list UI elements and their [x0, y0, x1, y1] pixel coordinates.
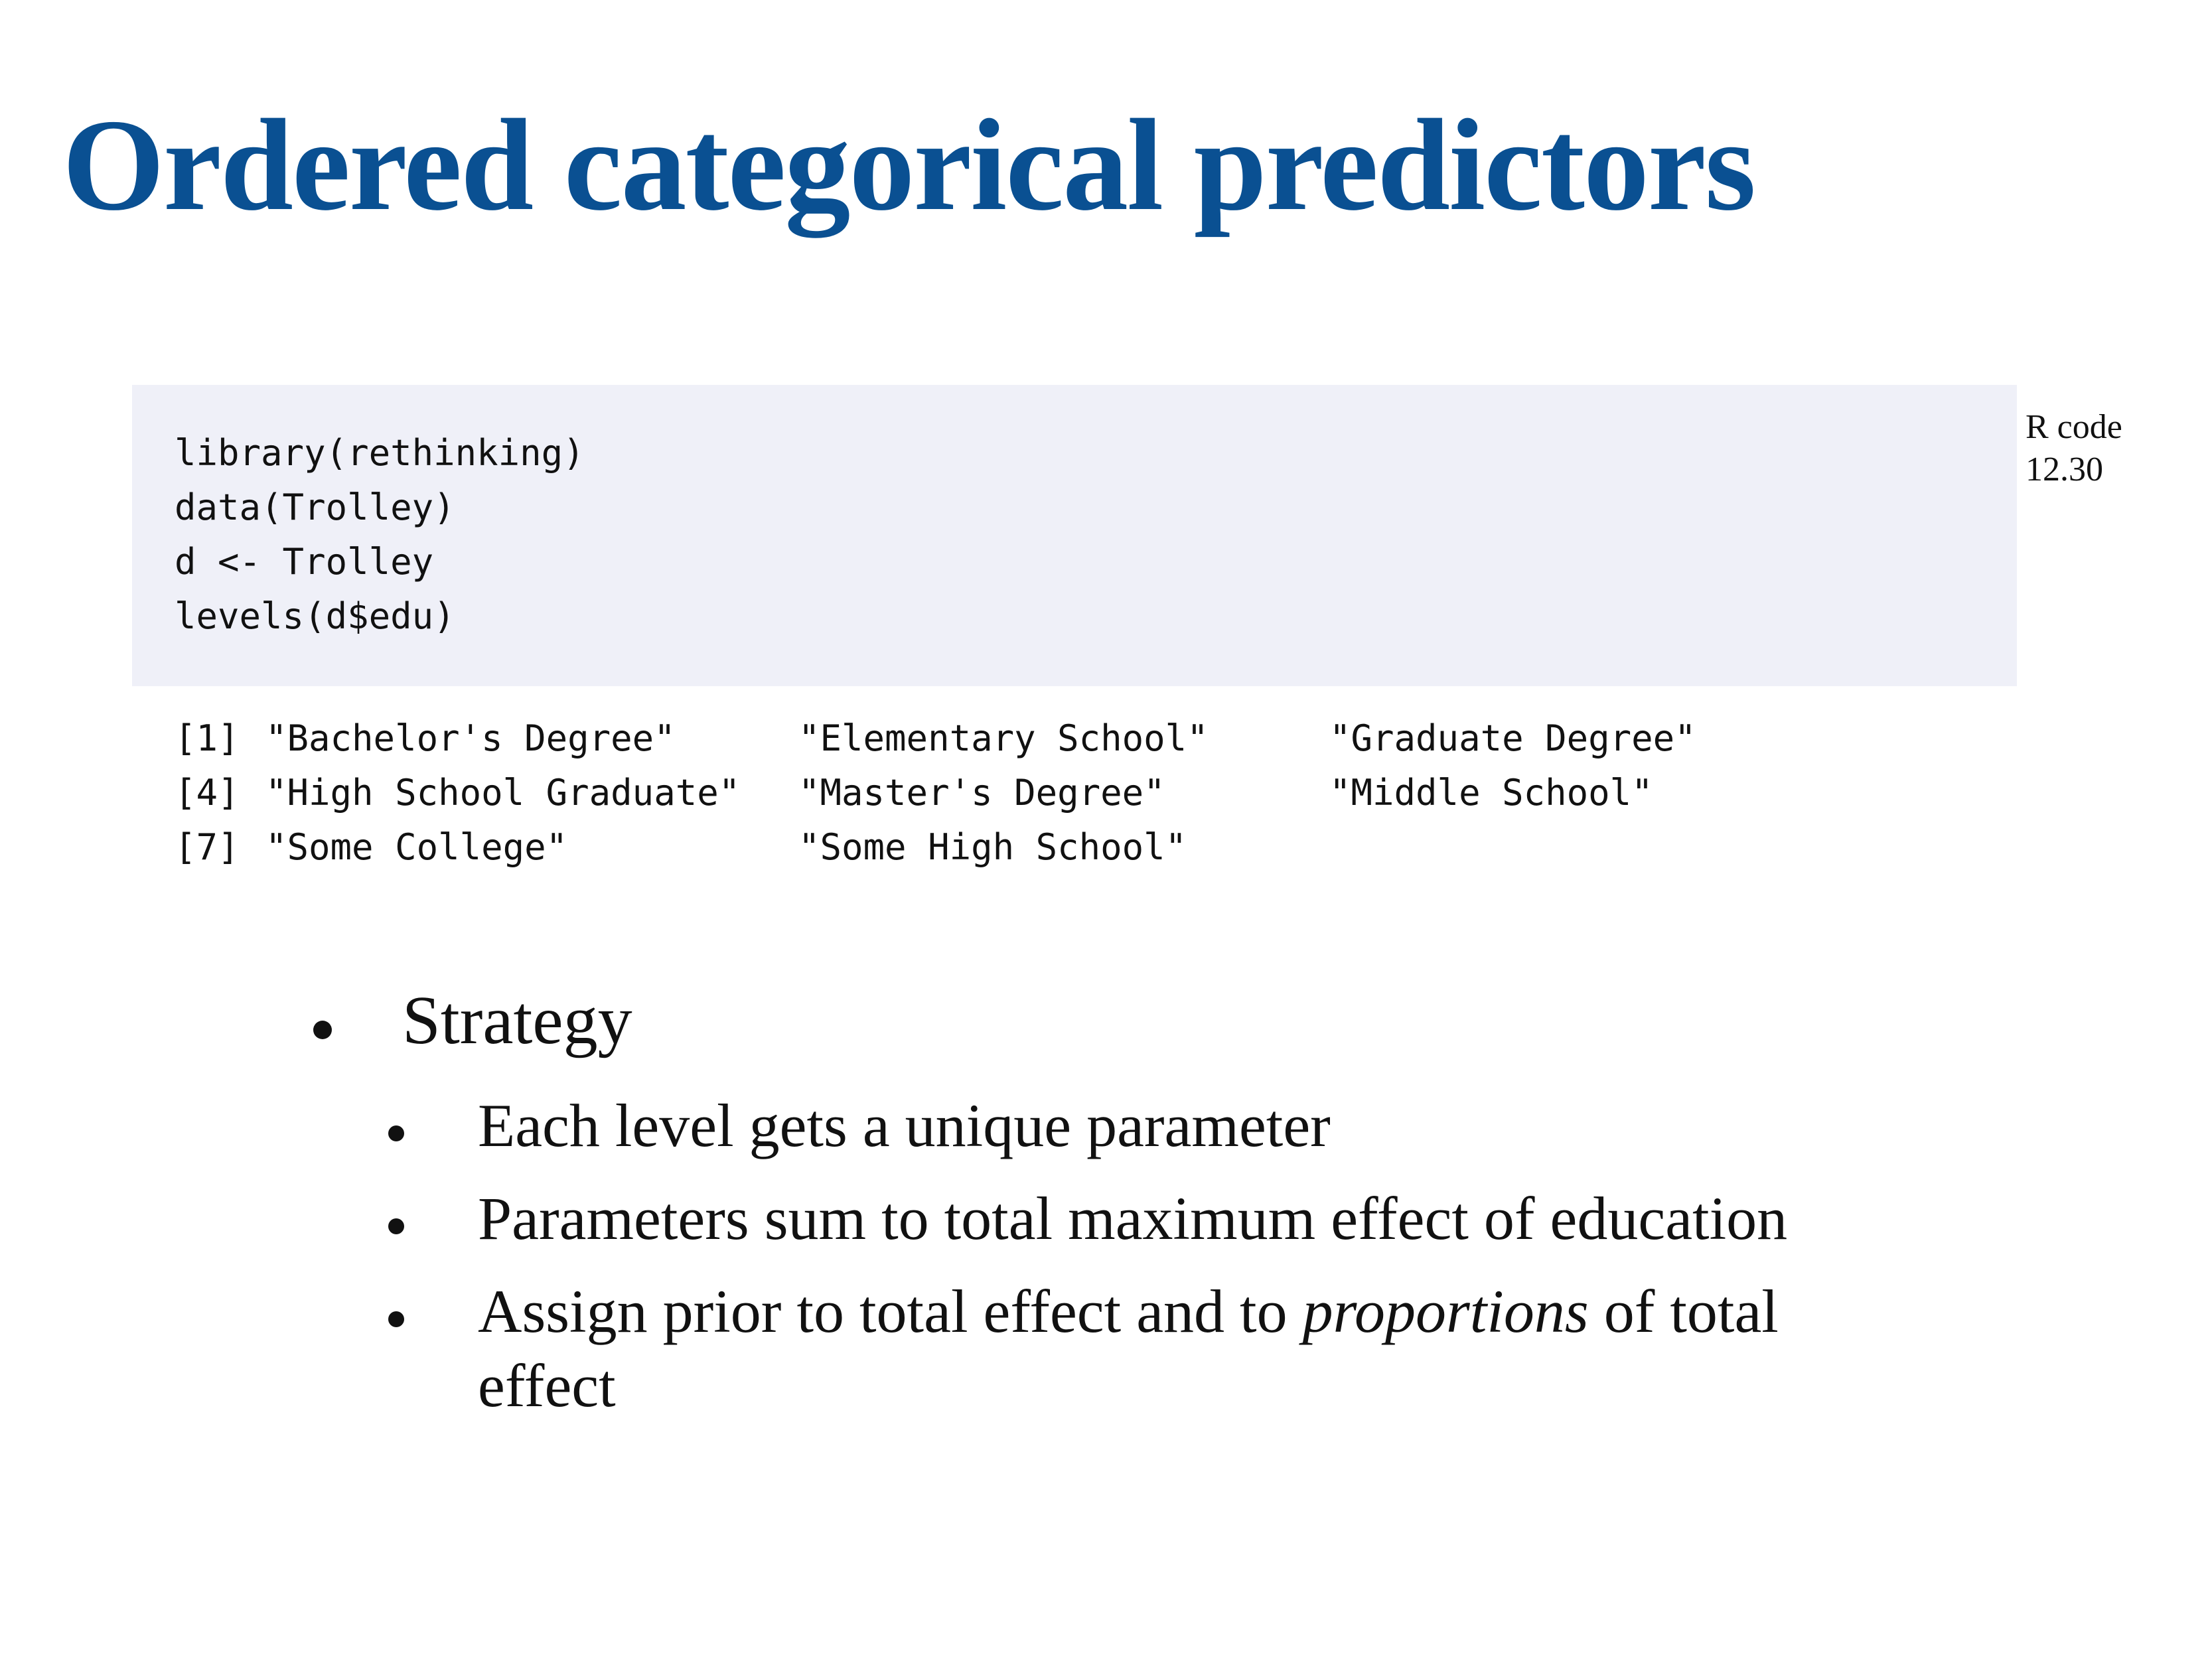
- output-value: "Graduate Degree": [1329, 717, 1696, 759]
- bullet-dot-icon: [313, 1021, 332, 1039]
- output-value: "Elementary School": [798, 717, 1209, 759]
- output-value: "Some High School": [798, 826, 1187, 868]
- sub-bullet: Parameters sum to total maximum effect o…: [388, 1181, 1788, 1256]
- output-value: "Middle School": [1329, 772, 1653, 814]
- output-value: "Some College": [265, 826, 568, 868]
- sub-bullet: Each level gets a unique parameter: [388, 1088, 1331, 1163]
- output-index: [7]: [175, 826, 240, 868]
- bullet-text-pre: Assign prior to total effect and to: [478, 1277, 1303, 1345]
- bullet-dot-icon: [388, 1311, 404, 1327]
- output-index: [1]: [175, 717, 240, 759]
- output-row: [4] "High School Graduate" "Master's Deg…: [175, 766, 1653, 820]
- code-line: library(rethinking): [175, 432, 585, 474]
- bullet-text-post: of total: [1588, 1277, 1779, 1345]
- console-output: [1] "Bachelor's Degree" "Elementary Scho…: [175, 711, 1696, 875]
- code-margin-note: R code 12.30: [2026, 406, 2122, 491]
- output-value: "Bachelor's Degree": [265, 717, 676, 759]
- bullet-text: Each level gets a unique parameter: [478, 1092, 1331, 1159]
- margin-note-label: R code: [2026, 408, 2122, 446]
- code-line: levels(d$edu): [175, 595, 455, 637]
- sub-bullet: Assign prior to total effect and to prop…: [388, 1274, 1779, 1419]
- output-index: [4]: [175, 772, 240, 814]
- bullet-text: Parameters sum to total maximum effect o…: [478, 1185, 1788, 1252]
- bullet-text-continuation: effect: [478, 1352, 616, 1419]
- slide-title: Ordered categorical predictors: [62, 92, 1756, 238]
- bullet-text: Strategy: [402, 982, 632, 1058]
- bullet-text-emphasis: proportions: [1302, 1277, 1589, 1345]
- code-line: data(Trolley): [175, 486, 455, 528]
- bullet-dot-icon: [388, 1125, 404, 1141]
- bullet-dot-icon: [388, 1218, 404, 1234]
- output-value: "High School Graduate": [265, 772, 741, 814]
- output-row: [1] "Bachelor's Degree" "Elementary Scho…: [175, 711, 1696, 766]
- bullet-strategy: Strategy: [313, 981, 632, 1060]
- output-row: [7] "Some College" "Some High School": [175, 820, 1187, 875]
- output-value: "Master's Degree": [798, 772, 1165, 814]
- code-line: d <- Trolley: [175, 541, 434, 583]
- code-block: library(rethinking) data(Trolley) d <- T…: [132, 385, 2017, 686]
- margin-note-number: 12.30: [2026, 451, 2103, 488]
